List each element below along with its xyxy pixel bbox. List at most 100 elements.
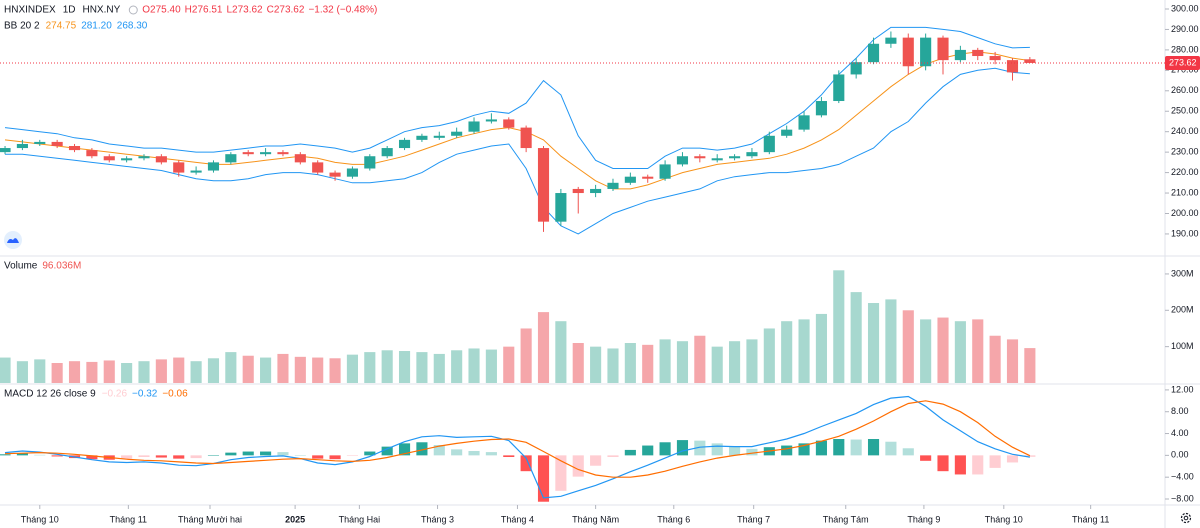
macd-histogram-bar [433, 445, 445, 456]
volume-bar [920, 319, 932, 383]
volume-bar [485, 349, 497, 383]
macd-histogram-bar [138, 455, 150, 457]
volume-bar [607, 348, 619, 383]
y-tick-label: 300M [1171, 268, 1194, 278]
candle-body [624, 176, 636, 183]
x-tick-label: Tháng Hai [339, 514, 381, 524]
volume-bar [590, 346, 602, 383]
macd-histogram-bar [607, 455, 619, 457]
candle-body [68, 146, 81, 151]
x-tick-label: Tháng Năm [572, 514, 619, 524]
macd-histogram-bar [34, 454, 46, 456]
candle-body [138, 156, 150, 159]
macd-histogram-bar [972, 455, 984, 475]
volume-bar [34, 359, 46, 383]
candle-body [277, 152, 289, 155]
volume-bar [312, 357, 324, 383]
volume-bar [503, 346, 515, 383]
candle-body [329, 172, 341, 177]
candle-body [815, 101, 827, 116]
macd-histogram-bar [0, 454, 11, 456]
indicator-value: 274.75 [46, 21, 77, 32]
macd-histogram-bar [555, 455, 567, 491]
macd-histogram-bar [746, 448, 758, 456]
volume-bar [242, 355, 254, 383]
macd-histogram-bar [485, 452, 497, 456]
candle-body [555, 193, 567, 222]
candle-body [503, 119, 515, 128]
volume-bar [103, 360, 115, 383]
candle-body [485, 119, 497, 122]
volume-bar [68, 361, 81, 383]
y-tick-label: 240.00 [1171, 126, 1199, 136]
volume-bar [173, 357, 185, 383]
volume-bar [16, 361, 28, 383]
volume-bar [468, 348, 480, 383]
volume-label: Volume [4, 261, 38, 272]
ohlc-value: O275.40 [142, 5, 181, 16]
ohlc-value: C273.62 [267, 5, 305, 16]
macd-histogram-bar [242, 451, 254, 456]
candle-body [51, 141, 63, 147]
candle-body [103, 156, 115, 161]
candle-body [451, 131, 463, 136]
macd-histogram-bar [1006, 455, 1019, 463]
candle-body [572, 188, 584, 194]
candle-body [34, 141, 46, 144]
volume-bar [86, 361, 98, 383]
y-tick-label: 0.00 [1171, 450, 1189, 460]
x-tick-label: Tháng 9 [907, 514, 940, 524]
candle-body [850, 62, 862, 75]
macd-histogram-bar [867, 439, 880, 456]
macd-histogram-bar [329, 455, 341, 460]
candle-body [537, 148, 550, 222]
volume-bar [520, 328, 532, 383]
volume-bar [346, 354, 358, 383]
candle-body [468, 121, 480, 132]
volume-bar [277, 353, 289, 383]
volume-bar [329, 358, 341, 383]
last-price-tag [1165, 55, 1200, 70]
candle-body [260, 152, 272, 155]
macd-histogram-bar [346, 455, 358, 456]
volume-bar [555, 321, 567, 383]
volume-bar [746, 339, 758, 383]
volume-value: 96.036M [42, 261, 81, 272]
macd-histogram-bar [312, 455, 324, 459]
macd-value: −0.26 [102, 389, 128, 400]
x-tick-label: Tháng 4 [501, 514, 534, 524]
logo[interactable] [4, 231, 22, 249]
macd-histogram-bar [294, 455, 306, 456]
candle-body [867, 43, 880, 63]
candle-body [729, 156, 741, 159]
candle-body [381, 148, 393, 157]
x-tick-label: Tháng 11 [110, 514, 147, 524]
x-tick-label: Tháng Mười hai [178, 514, 242, 524]
volume-bar [433, 353, 445, 383]
volume-bar [1006, 339, 1019, 383]
y-tick-label: 230.00 [1171, 147, 1199, 157]
candle-body [885, 37, 897, 44]
macd-histogram-bar [155, 455, 167, 458]
volume-bar [1024, 348, 1036, 383]
macd-histogram-bar [642, 445, 654, 456]
volume-bar [815, 313, 827, 383]
volume-bar [867, 303, 880, 383]
candle-body [642, 176, 654, 179]
macd-histogram-bar [711, 443, 723, 456]
macd-histogram-bar [833, 439, 845, 456]
macd-histogram-bar [781, 445, 793, 456]
y-tick-label: 290.00 [1171, 24, 1199, 34]
macd-histogram-bar [364, 451, 376, 456]
candle-body [16, 143, 28, 149]
volume-bar [798, 319, 810, 383]
macd-histogram-bar [260, 451, 272, 456]
macd-histogram-bar [989, 455, 1001, 468]
settings-icon[interactable] [1180, 512, 1192, 524]
macd-histogram-bar [416, 442, 428, 456]
macd-histogram-bar [920, 455, 932, 461]
volume-bar [537, 312, 550, 383]
gear-center [1183, 515, 1189, 521]
